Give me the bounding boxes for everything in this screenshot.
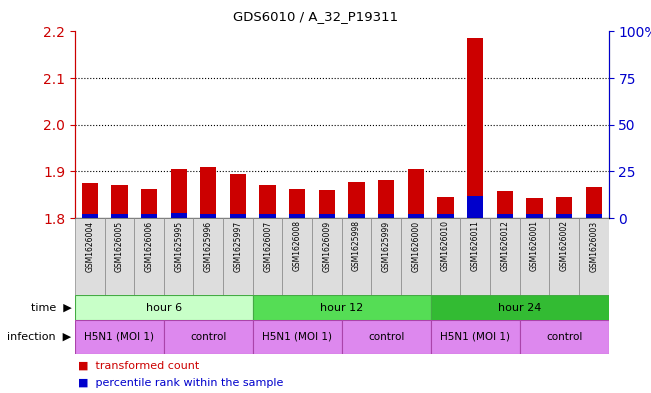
Text: GSM1626002: GSM1626002 [560,220,569,272]
Text: GSM1626010: GSM1626010 [441,220,450,272]
Text: GSM1625999: GSM1625999 [381,220,391,272]
Bar [408,215,424,218]
Text: GSM1626009: GSM1626009 [322,220,331,272]
Bar [81,215,98,218]
Bar [527,215,543,218]
Bar [164,218,193,295]
Bar [348,215,365,218]
Bar [289,189,305,218]
Bar [408,169,424,218]
Bar [372,218,401,295]
Text: GSM1625996: GSM1625996 [204,220,213,272]
Bar [253,218,283,295]
Bar [319,190,335,218]
Bar [586,187,602,218]
Bar [401,218,431,295]
Bar [519,218,549,295]
Bar [342,218,372,295]
Bar [253,295,431,320]
Bar [260,184,276,218]
Bar [579,218,609,295]
Bar [431,320,519,354]
Text: H5N1 (MOI 1): H5N1 (MOI 1) [85,332,154,342]
Text: hour 12: hour 12 [320,303,363,312]
Bar [497,215,513,218]
Text: GSM1626001: GSM1626001 [530,220,539,272]
Text: hour 6: hour 6 [146,303,182,312]
Bar [556,215,572,218]
Bar [223,218,253,295]
Bar [527,198,543,218]
Bar [497,191,513,218]
Bar [75,295,253,320]
Bar [260,215,276,218]
Text: GSM1626005: GSM1626005 [115,220,124,272]
Bar [75,218,105,295]
Bar [193,218,223,295]
Bar [164,320,253,354]
Bar [519,320,609,354]
Text: GSM1626000: GSM1626000 [411,220,421,272]
Text: GSM1626007: GSM1626007 [263,220,272,272]
Text: infection  ▶: infection ▶ [7,332,72,342]
Bar [467,196,484,218]
Text: GSM1626004: GSM1626004 [85,220,94,272]
Bar [171,213,187,218]
Bar [111,185,128,218]
Bar [490,218,519,295]
Bar [437,215,454,218]
Text: GSM1626006: GSM1626006 [145,220,154,272]
Bar [141,189,157,218]
Bar [586,215,602,218]
Bar [81,183,98,218]
Bar [556,197,572,218]
Bar [378,180,395,218]
Text: time  ▶: time ▶ [31,303,72,312]
Text: hour 24: hour 24 [498,303,542,312]
Bar [111,215,128,218]
Text: GSM1626008: GSM1626008 [293,220,302,272]
Bar [283,218,312,295]
Text: GSM1625995: GSM1625995 [174,220,183,272]
Bar [105,218,134,295]
Bar [342,320,431,354]
Text: GSM1626011: GSM1626011 [471,220,480,271]
Text: GSM1626012: GSM1626012 [501,220,509,271]
Text: H5N1 (MOI 1): H5N1 (MOI 1) [262,332,332,342]
Bar [200,167,217,218]
Bar [253,320,342,354]
Text: ■  percentile rank within the sample: ■ percentile rank within the sample [78,378,283,388]
Bar [348,182,365,218]
Text: GSM1626003: GSM1626003 [589,220,598,272]
Bar [134,218,164,295]
Text: GSM1625997: GSM1625997 [234,220,242,272]
Bar [431,295,609,320]
Bar [319,215,335,218]
Bar [141,215,157,218]
Bar [378,215,395,218]
Text: ■  transformed count: ■ transformed count [78,360,199,371]
Bar [289,215,305,218]
Bar [549,218,579,295]
Bar [431,218,460,295]
Text: H5N1 (MOI 1): H5N1 (MOI 1) [440,332,510,342]
Bar [230,174,246,218]
Bar [75,320,164,354]
Text: control: control [190,332,227,342]
Text: control: control [546,332,583,342]
Text: GDS6010 / A_32_P19311: GDS6010 / A_32_P19311 [233,10,398,23]
Bar [460,218,490,295]
Bar [171,169,187,218]
Bar [437,197,454,218]
Bar [312,218,342,295]
Bar [200,215,217,218]
Text: control: control [368,332,404,342]
Bar [467,39,484,218]
Bar [230,215,246,218]
Text: GSM1625998: GSM1625998 [352,220,361,272]
